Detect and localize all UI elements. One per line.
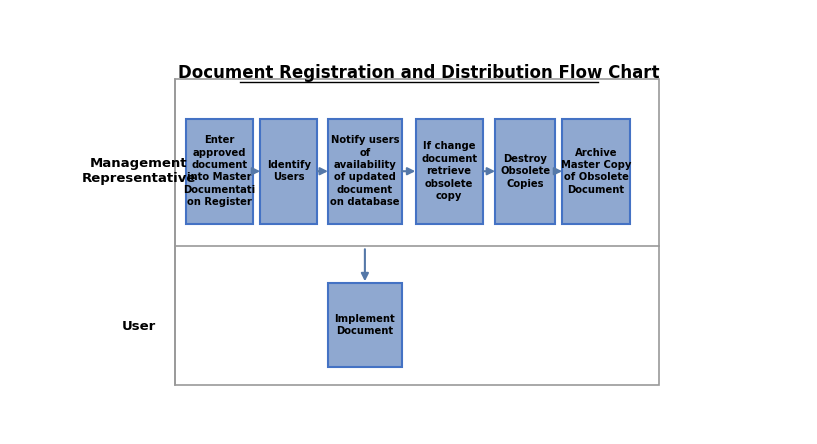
Text: Document Registration and Distribution Flow Chart: Document Registration and Distribution F…: [178, 64, 659, 82]
Text: User: User: [122, 320, 156, 333]
FancyBboxPatch shape: [185, 119, 252, 224]
Text: Enter
approved
document
into Master
Documentati
on Register: Enter approved document into Master Docu…: [183, 135, 256, 207]
FancyBboxPatch shape: [416, 119, 483, 224]
Text: Destroy
Obsolete
Copies: Destroy Obsolete Copies: [500, 154, 550, 189]
Text: Implement
Document: Implement Document: [334, 314, 395, 336]
Text: Identify
Users: Identify Users: [267, 160, 311, 182]
Text: If change
document
retrieve
obsolete
copy: If change document retrieve obsolete cop…: [421, 142, 477, 201]
Text: Archive
Master Copy
of Obsolete
Document: Archive Master Copy of Obsolete Document: [560, 147, 632, 195]
FancyBboxPatch shape: [328, 119, 402, 224]
FancyBboxPatch shape: [495, 119, 555, 224]
FancyBboxPatch shape: [562, 119, 630, 224]
FancyBboxPatch shape: [328, 283, 402, 368]
Bar: [175, 79, 659, 385]
FancyBboxPatch shape: [261, 119, 317, 224]
Text: Notify users
of
availability
of updated
document
on database: Notify users of availability of updated …: [330, 135, 400, 207]
Text: Management
Representative: Management Representative: [82, 157, 196, 185]
